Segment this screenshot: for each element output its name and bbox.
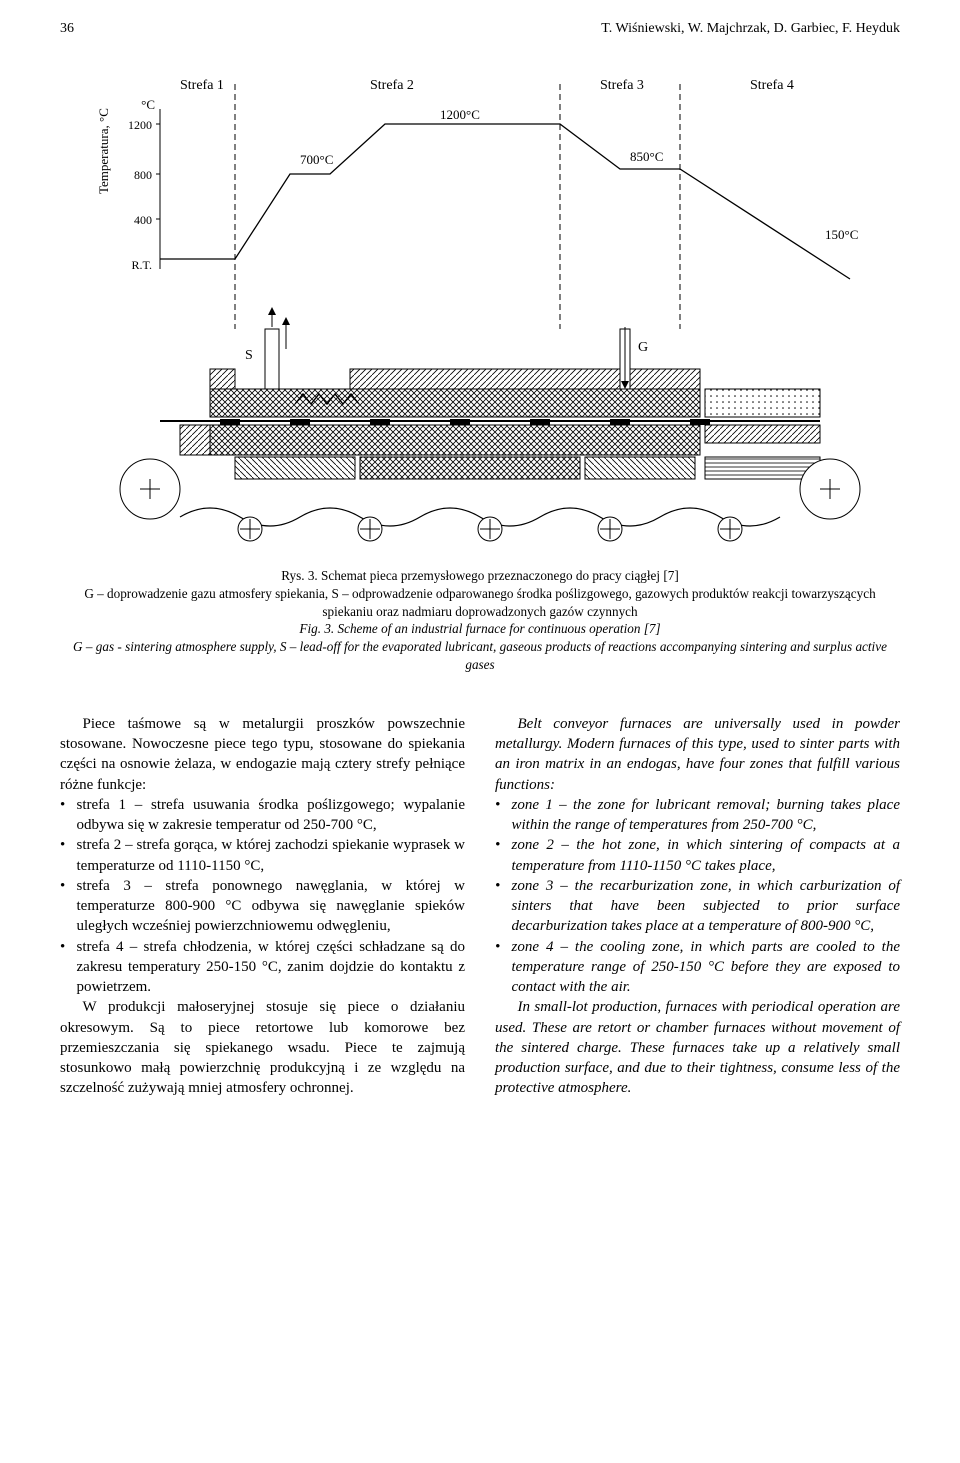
svg-text:R.T.: R.T. [132, 258, 152, 272]
left-li2: strefa 2 – strefa gorąca, w której zacho… [60, 835, 465, 876]
figure-3: Strefa 1 Strefa 2 Strefa 3 Strefa 4 °C T… [60, 69, 900, 549]
right-li1: zone 1 – the zone for lubricant removal;… [495, 795, 900, 836]
right-li4: zone 4 – the cooling zone, in which part… [495, 937, 900, 998]
right-li3: zone 3 – the recarburization zone, in wh… [495, 876, 900, 937]
zone-1-label: Strefa 1 [180, 78, 224, 93]
left-li1: strefa 1 – strefa usuwania środka pośliz… [60, 795, 465, 836]
y-axis-label: Temperatura, °C [96, 108, 111, 194]
svg-text:1200: 1200 [128, 118, 152, 132]
right-list: zone 1 – the zone for lubricant removal;… [495, 795, 900, 998]
temp-150: 150°C [825, 227, 858, 242]
left-column: Piece taśmowe są w metalurgii proszków p… [60, 714, 465, 1099]
letter-g: G [638, 340, 648, 355]
svg-text:°C: °C [141, 97, 155, 112]
left-p2: W produkcji małoseryjnej stosuje się pie… [60, 997, 465, 1098]
right-column: Belt conveyor furnaces are universally u… [495, 714, 900, 1099]
caption-pl-1: Schemat pieca przemysłowego przeznaczone… [318, 568, 679, 583]
page-header: 36 T. Wiśniewski, W. Majchrzak, D. Garbi… [60, 20, 900, 39]
svg-text:800: 800 [134, 168, 152, 182]
temp-1200: 1200°C [440, 107, 480, 122]
support-wheels [238, 517, 742, 541]
letter-s: S [245, 348, 253, 363]
left-li3: strefa 3 – strefa ponownego nawęglania, … [60, 876, 465, 937]
svg-text:400: 400 [134, 213, 152, 227]
caption-en-prefix: Fig. 3. [299, 621, 334, 636]
left-list: strefa 1 – strefa usuwania środka pośliz… [60, 795, 465, 998]
body-columns: Piece taśmowe są w metalurgii proszków p… [60, 714, 900, 1099]
right-p1: Belt conveyor furnaces are universally u… [495, 714, 900, 795]
left-li4: strefa 4 – strefa chłodzenia, w której c… [60, 937, 465, 998]
caption-en-2: G – gas - sintering atmosphere supply, S… [60, 638, 900, 674]
caption-pl-prefix: Rys. 3. [281, 568, 317, 583]
zone-3-label: Strefa 3 [600, 78, 644, 93]
furnace-diagram: Strefa 1 Strefa 2 Strefa 3 Strefa 4 °C T… [90, 69, 870, 549]
temp-700: 700°C [300, 152, 333, 167]
left-p1: Piece taśmowe są w metalurgii proszków p… [60, 714, 465, 795]
figure-caption: Rys. 3. Schemat pieca przemysłowego prze… [60, 567, 900, 674]
page-number: 36 [60, 20, 74, 39]
zone-4-label: Strefa 4 [750, 78, 794, 93]
caption-en-1: Scheme of an industrial furnace for cont… [334, 621, 660, 636]
right-p2: In small-lot production, furnaces with p… [495, 997, 900, 1098]
zone-2-label: Strefa 2 [370, 78, 414, 93]
temp-850: 850°C [630, 149, 663, 164]
authors: T. Wiśniewski, W. Majchrzak, D. Garbiec,… [601, 20, 900, 39]
right-li2: zone 2 – the hot zone, in which sinterin… [495, 835, 900, 876]
caption-pl-2: G – doprowadzenie gazu atmosfery spiekan… [60, 585, 900, 621]
